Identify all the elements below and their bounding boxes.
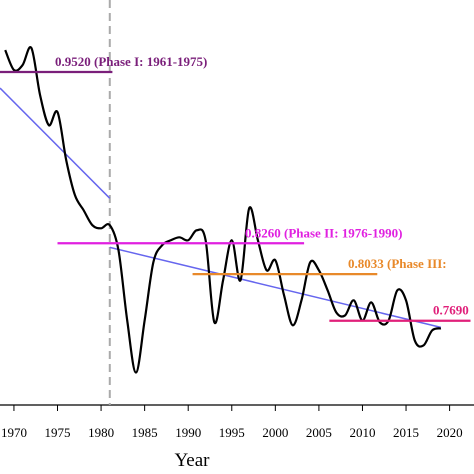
reference-label: 0.8260 (Phase II: 1976-1990) xyxy=(245,225,402,240)
reference-label: 0.7690 xyxy=(433,303,469,318)
x-tick-label: 2005 xyxy=(306,425,332,440)
x-tick-label: 1995 xyxy=(219,425,245,440)
data-line xyxy=(4,46,442,374)
x-axis-label: Year xyxy=(174,450,210,471)
x-tick-label: 2015 xyxy=(393,425,419,440)
x-tick-label: 1980 xyxy=(88,425,114,440)
x-tick-label: 1975 xyxy=(45,425,71,440)
x-tick-label: 2000 xyxy=(262,425,288,440)
trend-line xyxy=(109,246,442,329)
x-tick-label: 2020 xyxy=(437,425,463,440)
x-tick-label: 1985 xyxy=(132,425,158,440)
x-tick-label: 2010 xyxy=(349,425,375,440)
x-tick-label: 1970 xyxy=(1,425,27,440)
trend-line xyxy=(0,87,111,199)
reference-label: 0.8033 (Phase III: xyxy=(348,256,447,271)
x-tick-label: 1990 xyxy=(175,425,201,440)
reference-label: 0.9520 (Phase I: 1961-1975) xyxy=(55,54,207,69)
